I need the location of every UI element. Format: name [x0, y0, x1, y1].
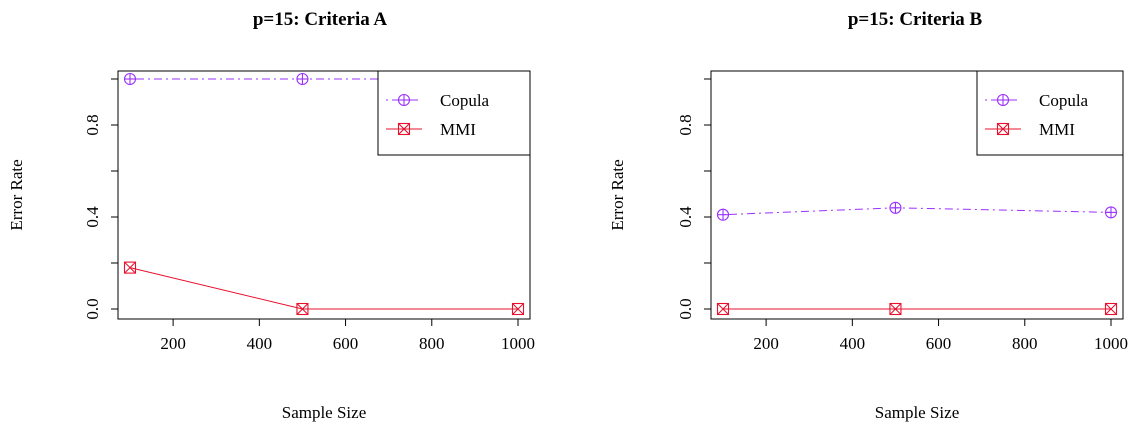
panel-2-series-mmi-point-2-d2	[1105, 303, 1117, 315]
panel-2-legend-label-1: MMI	[1039, 120, 1075, 139]
panel-1-y-axis-label: Error Rate	[7, 159, 26, 230]
panel-2-series-mmi-point-2-square	[1104, 302, 1118, 316]
panel-1-x-axis-label: Sample Size	[282, 403, 367, 422]
panel-2-legend: Copula MMI	[976, 70, 1124, 156]
panel-2-series-mmi-point-0-square	[716, 302, 730, 316]
panel-2-series-mmi-point-2	[1104, 302, 1118, 316]
panel-2-series-mmi-point-0-d2	[717, 303, 729, 315]
panel-2-series-copula-line	[722, 207, 1112, 216]
panel-2-series-mmi-point-1-d2	[889, 303, 902, 315]
panel-2-x-tick-label-4: 1000	[1094, 334, 1128, 353]
panel-2-x-tick-label-0: 200	[753, 334, 779, 353]
panel-1-series-mmi-point-0-d2	[124, 261, 136, 274]
panel-2-series-mmi-point-1	[889, 302, 902, 316]
panel-1-legend-marker-1	[397, 122, 411, 136]
panel-1-legend-box	[377, 70, 531, 156]
panel-1-series-copula-point-1	[296, 72, 309, 86]
panel-1: p=15: Criteria A 200 400 600 800 1000 0.0 0.4 0.…	[7, 9, 535, 422]
panel-2-x-axis-label: Sample Size	[875, 403, 960, 422]
panel-2-series-mmi-point-1-square	[889, 302, 902, 316]
panel-2: p=15: Criteria B 200 400 600 800 1000 0.0 0.4 0.…	[608, 9, 1128, 422]
panel-1-series-mmi-point-0-square	[123, 261, 137, 274]
panel-1-series-copula-point-0	[123, 72, 137, 86]
panel-2-y-tick-label-1: 0.4	[676, 206, 695, 228]
panel-1-y-tick-label-2: 0.8	[83, 114, 102, 135]
panel-2-legend-box	[976, 70, 1124, 156]
panel-1-series-mmi-point-2	[511, 302, 525, 316]
panel-2-legend-label-0: Copula	[1039, 91, 1089, 110]
panel-1-series-mmi-line	[129, 267, 518, 310]
panel-2-series-copula-point-1	[889, 201, 902, 214]
panel-2-y-axis-label: Error Rate	[608, 159, 627, 230]
panel-1-series-mmi-point-1-square	[296, 302, 309, 316]
panel-1-legend-marker-0	[397, 93, 411, 107]
panel-2-series-copula-point-0	[716, 208, 730, 221]
panel-2-x-tick-label-2: 600	[926, 334, 952, 353]
panel-1-y-tick-label-0: 0.0	[83, 298, 102, 319]
panel-1-title: p=15: Criteria A	[253, 9, 388, 30]
panel-1-legend-marker-1-d2	[398, 123, 410, 135]
panel-1-x-tick-label-2: 600	[333, 334, 359, 353]
panel-1-series-mmi-point-2-square	[511, 302, 525, 316]
panel-1-legend-label-0: Copula	[440, 91, 490, 110]
panel-1-x-tick-label-0: 200	[160, 334, 186, 353]
panel-2-series-copula-point-2	[1104, 206, 1118, 219]
panel-1-x-tick-label-4: 1000	[501, 334, 535, 353]
panel-2-legend-marker-0	[996, 93, 1010, 107]
panel-2-title: p=15: Criteria B	[848, 9, 983, 30]
panel-2-legend-marker-1-d2	[997, 123, 1009, 135]
panel-1-series-mmi-point-1	[296, 302, 309, 316]
panel-1-legend: Copula MMI	[377, 70, 531, 156]
panel-1-legend-label-1: MMI	[440, 120, 476, 139]
panel-2-x-tick-label-3: 800	[1012, 334, 1038, 353]
panel-1-series-mmi-point-2-d2	[512, 303, 524, 315]
panel-2-y-tick-label-0: 0.0	[676, 298, 695, 319]
panel-1-x-tick-label-3: 800	[419, 334, 445, 353]
panel-2-series-mmi-point-0	[716, 302, 730, 316]
panel-1-x-tick-label-1: 400	[247, 334, 273, 353]
panel-1-y-tick-label-1: 0.4	[83, 206, 102, 228]
panel-2-x-tick-label-1: 400	[840, 334, 866, 353]
panel-2-y-tick-label-2: 0.8	[676, 114, 695, 135]
panel-2-legend-marker-1	[996, 122, 1010, 136]
panel-1-series-mmi-point-1-d2	[296, 303, 309, 315]
panel-1-legend-marker-1-square	[397, 122, 411, 136]
panel-2-legend-marker-1-square	[996, 122, 1010, 136]
panel-1-series-mmi-point-0	[123, 261, 137, 274]
